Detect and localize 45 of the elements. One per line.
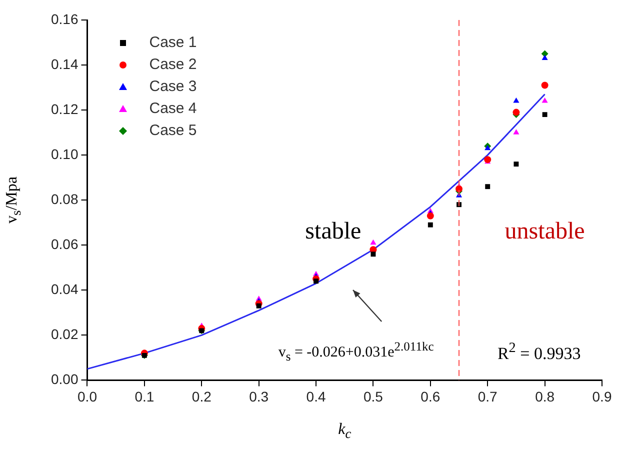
x-tick-label: 0.8 — [535, 388, 555, 404]
x-tick-label: 0.7 — [478, 388, 498, 404]
point — [370, 252, 376, 257]
y-tick-label: 0.08 — [51, 190, 78, 207]
y-tick-label: 0.14 — [51, 56, 78, 72]
y-tick-label: 0.06 — [51, 236, 78, 252]
point — [542, 112, 548, 118]
annotation: v$_{s}$ = -0.026+0.031e$^{2.011kc}$ — [278, 340, 434, 365]
legend-label: Case 2 — [149, 55, 197, 75]
x-tick-label: 0.4 — [306, 388, 326, 404]
y-tick-label: 0.12 — [51, 100, 78, 117]
legend-label: Case 3 — [149, 77, 197, 97]
legend-label: Case 5 — [149, 121, 197, 141]
x-tick-label: 0.0 — [78, 388, 98, 404]
x-axis-title: k$_{c}$ — [338, 421, 352, 442]
y-tick-label: 0.00 — [51, 371, 78, 388]
point — [426, 212, 434, 220]
annotation: stable — [305, 218, 362, 246]
x-tick-label: 0.5 — [363, 388, 384, 404]
point — [541, 82, 548, 89]
point — [314, 278, 318, 284]
point — [542, 54, 548, 60]
annotation: R$^{2}$ = 0.9933 — [497, 340, 581, 364]
y-tick-label: 0.16 — [51, 10, 78, 27]
x-tick-label: 0.2 — [192, 388, 212, 404]
point — [428, 222, 433, 228]
point — [512, 108, 520, 116]
y-tick-label: 0.04 — [51, 281, 78, 298]
point — [513, 129, 520, 134]
point — [485, 184, 490, 190]
x-tick-label: 0.9 — [592, 388, 612, 404]
annotation: unstable — [504, 218, 585, 246]
point — [514, 162, 519, 167]
point — [456, 185, 463, 192]
point — [542, 98, 548, 103]
point — [370, 239, 376, 245]
x-tick-label: 0.6 — [420, 388, 440, 404]
legend-label: Case 4 — [149, 99, 197, 119]
legend-label: Case 1 — [149, 33, 197, 53]
x-tick-label: 0.3 — [249, 388, 269, 404]
point — [513, 98, 520, 103]
y-tick-label: 0.10 — [51, 146, 78, 162]
y-tick-label: 0.02 — [51, 326, 78, 342]
point — [256, 303, 262, 308]
x-tick-label: 0.1 — [134, 388, 154, 404]
